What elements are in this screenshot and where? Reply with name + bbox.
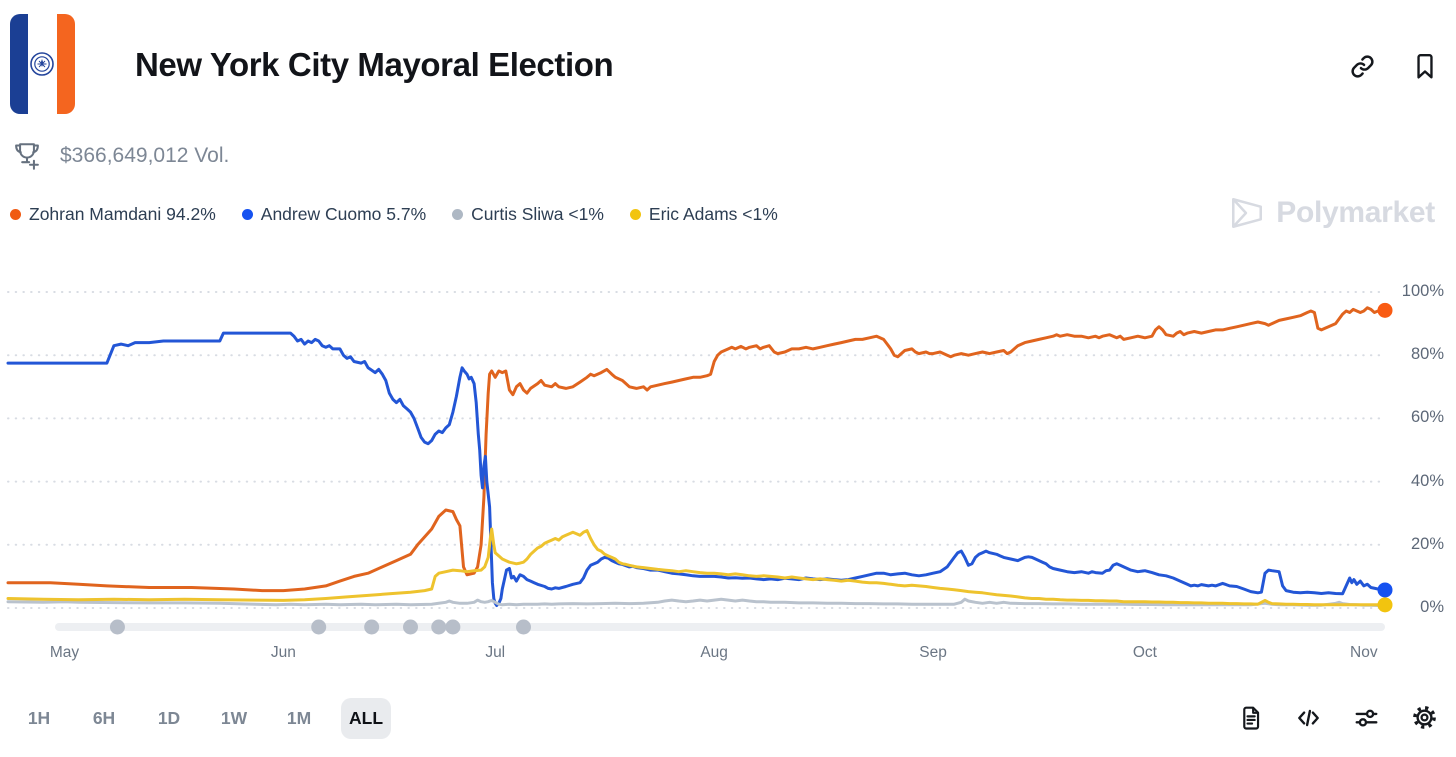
legend-color-dot bbox=[452, 209, 464, 220]
legend-label: Curtis Sliwa <1% bbox=[471, 204, 604, 224]
y-axis-tick: 0% bbox=[1420, 598, 1444, 616]
gear-icon bbox=[1413, 706, 1436, 729]
y-axis-tick: 60% bbox=[1410, 408, 1444, 427]
link-icon bbox=[1351, 54, 1374, 78]
volume-row: $366,649,012 Vol. bbox=[12, 140, 229, 172]
event-marker-dot[interactable] bbox=[431, 619, 447, 635]
x-axis-tick: Oct bbox=[1132, 644, 1157, 661]
timeframe-buttons: 1H 6H 1D 1W 1M ALL bbox=[16, 698, 392, 739]
legend-label: Eric Adams <1% bbox=[648, 204, 778, 224]
polymarket-logo-icon bbox=[1232, 198, 1263, 228]
trophy-plus-icon bbox=[15, 143, 39, 170]
chart-svg[interactable] bbox=[0, 270, 1456, 680]
x-axis-tick: Nov bbox=[1350, 644, 1378, 661]
nyc-flag-orange-stripe bbox=[57, 14, 75, 114]
series-end-dot-andrew-cuomo bbox=[1377, 582, 1393, 598]
series-line-andrew-cuomo[interactable] bbox=[6, 331, 1387, 607]
series-line-zohran-mamdani[interactable] bbox=[6, 306, 1387, 593]
y-axis-tick: 100% bbox=[1401, 282, 1444, 300]
bookmark-button[interactable] bbox=[1412, 52, 1438, 80]
event-marker-dot[interactable] bbox=[311, 619, 327, 635]
market-logo-nyc-flag bbox=[10, 14, 75, 114]
nyc-flag-white-stripe bbox=[27, 14, 58, 114]
polymarket-watermark-text: Polymarket bbox=[1276, 196, 1435, 229]
legend-item-andrew-cuomo[interactable]: Andrew Cuomo 5.7% bbox=[241, 204, 427, 225]
event-marker-dot[interactable] bbox=[515, 619, 531, 635]
chart-options-button[interactable] bbox=[1353, 705, 1380, 731]
legend-item-curtis-sliwa[interactable]: Curtis Sliwa <1% bbox=[452, 204, 604, 225]
settings-button[interactable] bbox=[1411, 704, 1438, 731]
copy-link-button[interactable] bbox=[1349, 52, 1376, 80]
sliders-icon bbox=[1355, 709, 1378, 727]
legend-label: Andrew Cuomo 5.7% bbox=[260, 204, 427, 224]
series-line-curtis-sliwa[interactable] bbox=[6, 597, 1387, 607]
embed-button[interactable] bbox=[1295, 705, 1322, 731]
timeline-track[interactable] bbox=[55, 623, 1385, 631]
y-axis-tick: 80% bbox=[1410, 345, 1444, 364]
series-end-dot-eric-adams bbox=[1377, 597, 1393, 613]
chart-tools bbox=[1238, 704, 1438, 731]
legend-label: Zohran Mamdani 94.2% bbox=[29, 204, 216, 224]
nyc-flag-blue-stripe bbox=[10, 14, 28, 114]
x-axis-tick: Sep bbox=[919, 644, 947, 661]
x-axis-tick: Jun bbox=[270, 644, 296, 661]
y-axis-tick: 40% bbox=[1410, 471, 1444, 490]
legend-item-eric-adams[interactable]: Eric Adams <1% bbox=[629, 204, 778, 225]
series-line-eric-adams[interactable] bbox=[6, 527, 1387, 607]
event-marker-dot[interactable] bbox=[364, 619, 380, 635]
event-marker-dot[interactable] bbox=[445, 619, 461, 635]
timeframe-1w[interactable]: 1W bbox=[211, 698, 257, 739]
series-end-dot-zohran-mamdani bbox=[1377, 302, 1393, 318]
event-marker-dot[interactable] bbox=[403, 619, 419, 635]
page-title: New York City Mayoral Election bbox=[135, 46, 614, 83]
timeframe-1d[interactable]: 1D bbox=[146, 698, 192, 739]
legend-color-dot bbox=[629, 209, 641, 220]
document-icon bbox=[1243, 706, 1260, 730]
x-axis-tick: Jul bbox=[485, 644, 506, 661]
chart-legend: Zohran Mamdani 94.2% Andrew Cuomo 5.7% Cur… bbox=[10, 204, 778, 225]
code-icon bbox=[1298, 709, 1319, 726]
bookmark-icon bbox=[1417, 54, 1433, 79]
timeframe-all[interactable]: ALL bbox=[341, 698, 392, 739]
nyc-seal-icon bbox=[30, 52, 55, 76]
legend-color-dot bbox=[241, 209, 253, 220]
polymarket-watermark: Polymarket bbox=[1228, 194, 1435, 232]
y-axis-tick: 20% bbox=[1410, 534, 1444, 553]
timeframe-1m[interactable]: 1M bbox=[276, 698, 322, 739]
timeframe-1h[interactable]: 1H bbox=[16, 698, 62, 739]
volume-text: $366,649,012 Vol. bbox=[60, 144, 230, 167]
legend-color-dot bbox=[10, 209, 21, 220]
price-chart[interactable]: 100% 80% 60% 40% 20% 0% May Jun Jul Aug Sep Oct Nov bbox=[0, 270, 1456, 680]
x-axis-tick: Aug bbox=[700, 644, 728, 661]
header-actions bbox=[1349, 52, 1438, 80]
timeframe-6h[interactable]: 6H bbox=[81, 698, 127, 739]
legend-item-zohran-mamdani[interactable]: Zohran Mamdani 94.2% bbox=[10, 204, 216, 225]
event-marker-dot[interactable] bbox=[109, 619, 125, 635]
x-axis-tick: May bbox=[49, 644, 80, 661]
news-button[interactable] bbox=[1238, 705, 1264, 731]
